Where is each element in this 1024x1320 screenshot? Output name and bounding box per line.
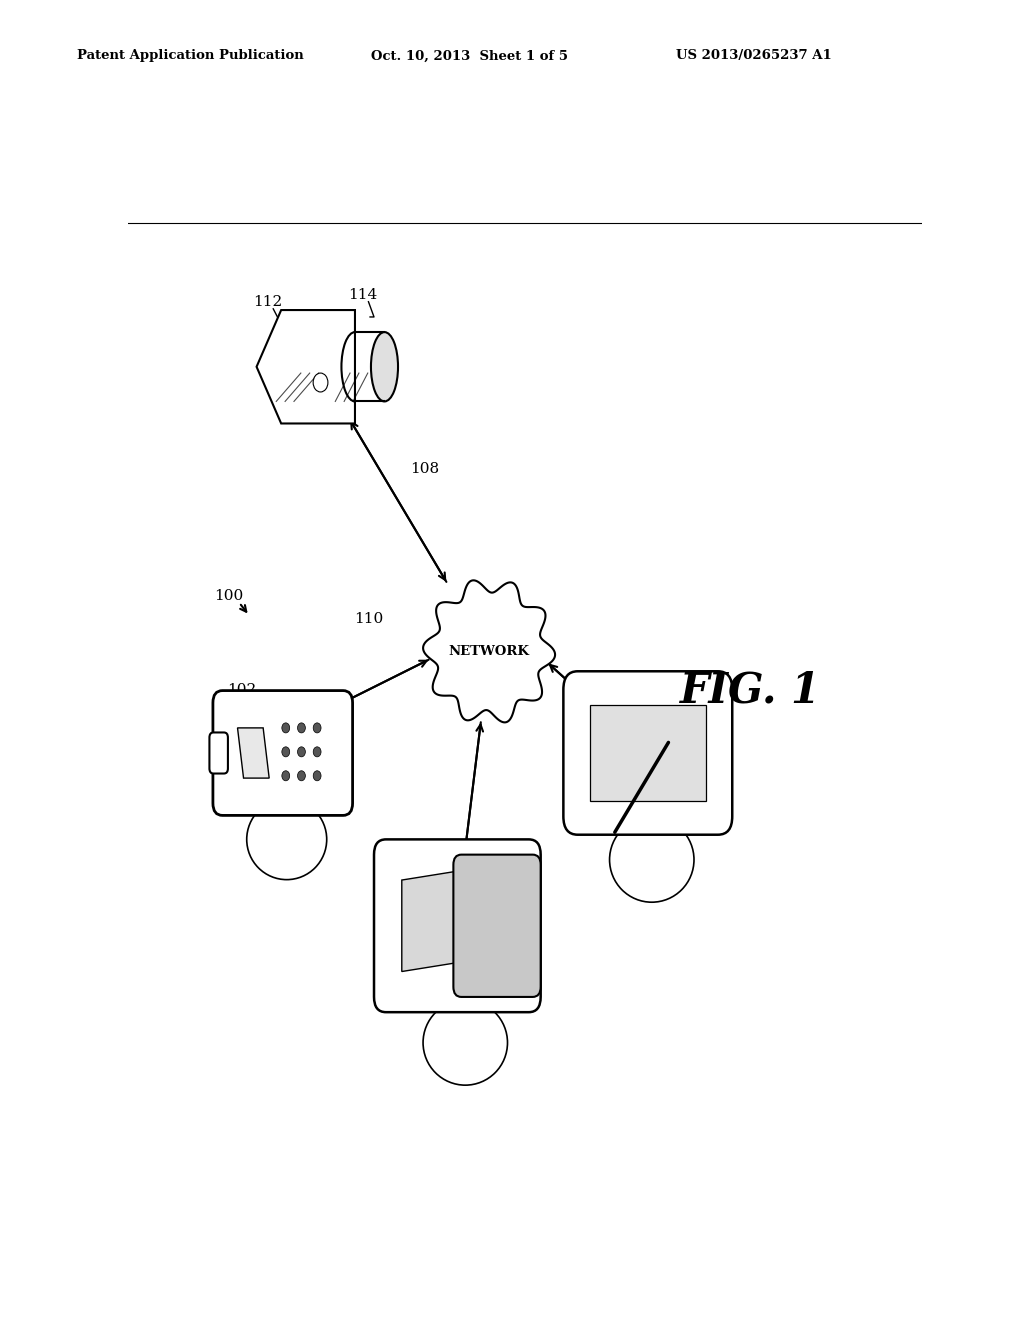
Circle shape xyxy=(313,374,328,392)
Text: 110: 110 xyxy=(354,612,383,626)
Circle shape xyxy=(313,771,322,781)
Text: 114: 114 xyxy=(348,288,378,302)
FancyBboxPatch shape xyxy=(454,854,541,997)
Circle shape xyxy=(632,758,672,808)
Text: Oct. 10, 2013  Sheet 1 of 5: Oct. 10, 2013 Sheet 1 of 5 xyxy=(371,49,567,62)
Text: Patent Application Publication: Patent Application Publication xyxy=(77,49,303,62)
Text: 102: 102 xyxy=(227,682,256,697)
FancyBboxPatch shape xyxy=(563,672,732,834)
Circle shape xyxy=(298,747,305,756)
Circle shape xyxy=(313,723,322,733)
Ellipse shape xyxy=(609,817,694,902)
Ellipse shape xyxy=(423,1001,508,1085)
Text: FIG. 1: FIG. 1 xyxy=(681,669,821,711)
Circle shape xyxy=(298,771,305,781)
Text: 106: 106 xyxy=(617,678,647,692)
FancyBboxPatch shape xyxy=(210,733,228,774)
Circle shape xyxy=(445,940,485,990)
Circle shape xyxy=(282,747,290,756)
Polygon shape xyxy=(423,581,555,722)
FancyBboxPatch shape xyxy=(213,690,352,816)
Text: 104: 104 xyxy=(404,857,433,871)
Text: 100: 100 xyxy=(214,589,243,602)
Text: NETWORK: NETWORK xyxy=(449,645,529,657)
Text: US 2013/0265237 A1: US 2013/0265237 A1 xyxy=(676,49,831,62)
Circle shape xyxy=(313,747,322,756)
Text: 112: 112 xyxy=(253,294,283,309)
FancyBboxPatch shape xyxy=(374,840,541,1012)
Text: 108: 108 xyxy=(410,462,439,477)
Circle shape xyxy=(282,723,290,733)
Ellipse shape xyxy=(247,799,327,879)
Circle shape xyxy=(282,771,290,781)
Ellipse shape xyxy=(371,333,398,401)
Polygon shape xyxy=(401,870,465,972)
Circle shape xyxy=(298,723,305,733)
Polygon shape xyxy=(238,727,269,777)
Bar xyxy=(590,705,706,800)
Circle shape xyxy=(268,742,305,789)
Polygon shape xyxy=(257,310,355,424)
